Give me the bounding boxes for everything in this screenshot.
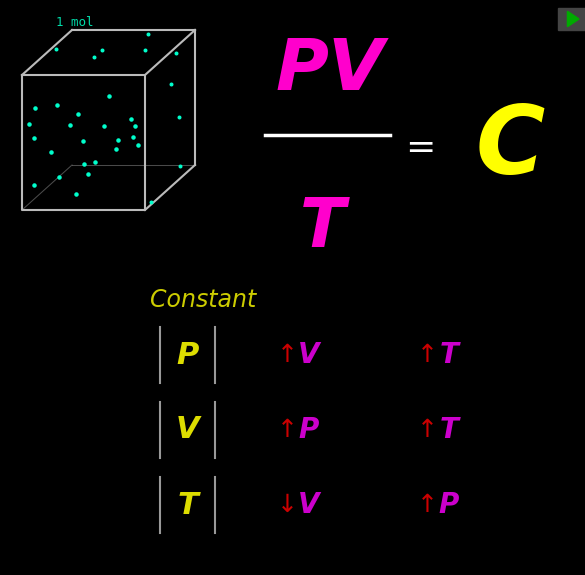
- Point: [113, 135, 123, 144]
- Point: [130, 121, 140, 131]
- Point: [83, 170, 92, 179]
- Point: [54, 172, 64, 181]
- Point: [105, 91, 114, 101]
- Point: [99, 122, 109, 131]
- Point: [65, 121, 74, 130]
- Text: T: T: [439, 341, 459, 369]
- Text: ↓: ↓: [277, 493, 298, 517]
- Point: [111, 144, 121, 154]
- Point: [134, 141, 143, 150]
- Point: [24, 119, 33, 128]
- Bar: [558, 8, 585, 30]
- Text: V: V: [298, 341, 320, 369]
- Text: P: P: [176, 340, 199, 370]
- Point: [126, 114, 135, 124]
- Point: [143, 29, 153, 39]
- Text: Constant: Constant: [150, 288, 256, 312]
- Text: P: P: [299, 416, 319, 444]
- Point: [171, 49, 180, 58]
- Point: [140, 45, 149, 55]
- Text: ↑: ↑: [277, 343, 298, 367]
- Text: ↑: ↑: [277, 418, 298, 442]
- Polygon shape: [567, 12, 579, 26]
- Point: [73, 109, 82, 118]
- Point: [30, 104, 39, 113]
- Text: C: C: [475, 102, 545, 194]
- Text: V: V: [176, 416, 199, 444]
- Text: PV: PV: [276, 36, 384, 105]
- Point: [175, 162, 184, 171]
- Text: P: P: [439, 491, 459, 519]
- Point: [52, 101, 61, 110]
- Point: [174, 113, 184, 122]
- Point: [79, 137, 88, 146]
- Point: [90, 53, 99, 62]
- Point: [167, 79, 176, 89]
- Point: [30, 134, 39, 143]
- Text: ↑: ↑: [417, 343, 438, 367]
- Text: T: T: [439, 416, 459, 444]
- Text: ↑: ↑: [417, 418, 438, 442]
- Point: [51, 45, 60, 54]
- Point: [129, 132, 138, 141]
- Text: ↑: ↑: [417, 493, 438, 517]
- Text: T: T: [300, 195, 346, 261]
- Text: =: =: [405, 131, 435, 165]
- Text: 1 mol: 1 mol: [56, 16, 94, 29]
- Point: [97, 45, 106, 54]
- Text: V: V: [298, 491, 320, 519]
- Point: [72, 190, 81, 199]
- Point: [29, 181, 38, 190]
- Point: [147, 198, 156, 207]
- Point: [79, 159, 88, 168]
- Point: [91, 158, 100, 167]
- Text: T: T: [177, 490, 198, 519]
- Point: [46, 147, 55, 156]
